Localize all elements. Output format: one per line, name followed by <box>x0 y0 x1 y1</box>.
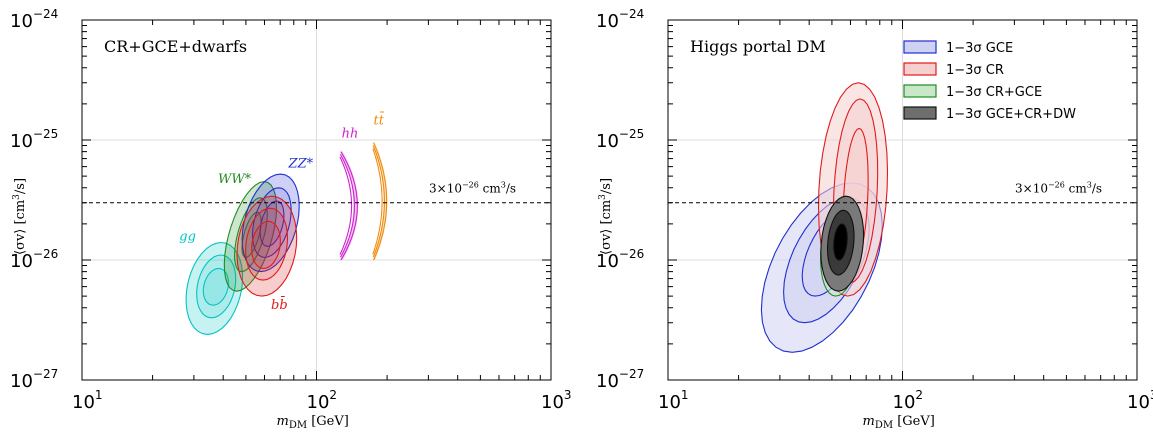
reference-line-label: 3×10−26 cm3/s <box>1015 181 1102 196</box>
x-tick-label: 103 <box>541 388 572 413</box>
contour-zz-level-1 <box>241 173 300 273</box>
x-axis-label-m: m <box>277 414 289 429</box>
channel-hh-band-line <box>339 156 353 255</box>
y-tick-exponent: −25 <box>33 127 58 141</box>
ref-label-unit: cm <box>479 182 502 196</box>
y-tick-label: 10−26 <box>596 247 644 272</box>
legend-label-3: 1−3σ CR+GCE <box>946 85 1042 100</box>
left-panel-title: CR+GCE+dwarfs <box>104 37 247 56</box>
channel-hh-band-line <box>340 151 358 261</box>
y-tick-exponent: −26 <box>33 247 58 261</box>
x-tick-base: 10 <box>72 392 95 413</box>
y-axis-label-main: ⟨σv⟩ [cm <box>13 200 28 255</box>
y-tick-label: 10−27 <box>596 367 644 392</box>
x-axis-label-unit: [GeV] <box>307 414 349 429</box>
y-tick-base: 10 <box>596 251 619 272</box>
ref-label-exp: −26 <box>462 181 479 190</box>
y-tick-label: 10−25 <box>10 127 58 152</box>
y-axis-label-main: ⟨σv⟩ [cm <box>599 200 614 255</box>
y-axis-label-tail: /s] <box>13 178 28 194</box>
x-axis-label: mDM [GeV] <box>863 414 935 431</box>
x-tick-label: 101 <box>658 388 689 413</box>
channel-label-tt: tt̄ <box>373 112 385 129</box>
x-tick-exponent: 1 <box>681 388 689 402</box>
y-axis-label-exp: 3 <box>12 194 22 200</box>
x-axis-label-m: m <box>863 414 875 429</box>
x-tick-exponent: 1 <box>95 388 103 402</box>
channel-label-hh: hh <box>342 126 359 141</box>
legend-label-1: 1−3σ GCE <box>946 41 1013 56</box>
y-axis-label: ⟨σv⟩ [cm3/s] <box>598 178 614 255</box>
legend-label-2: 1−3σ CR <box>946 63 1004 78</box>
y-tick-exponent: −27 <box>33 367 58 381</box>
channel-label-zz: ZZ* <box>288 156 314 171</box>
y-tick-exponent: −27 <box>619 367 644 381</box>
ref-label-unit-exp: 3 <box>501 181 506 190</box>
y-tick-exponent: −25 <box>619 127 644 141</box>
ref-label-unit: cm <box>1065 182 1088 196</box>
ref-label-unit-exp: 3 <box>1087 181 1092 190</box>
channel-tt-band-line <box>372 148 383 255</box>
x-tick-exponent: 3 <box>1150 388 1153 402</box>
contour-gce-cr-dw-level-3 <box>833 223 848 261</box>
y-tick-base: 10 <box>596 11 619 32</box>
y-tick-exponent: −24 <box>33 7 58 21</box>
legend-swatch-3 <box>903 84 937 98</box>
channel-label-bb: bb̄ <box>271 296 288 313</box>
y-tick-base: 10 <box>596 371 619 392</box>
x-tick-base: 10 <box>307 392 330 413</box>
x-tick-exponent: 2 <box>329 388 337 402</box>
x-tick-exponent: 2 <box>915 388 923 402</box>
ref-label-base: 3×10 <box>429 182 462 196</box>
x-tick-label: 102 <box>307 388 338 413</box>
x-tick-exponent: 3 <box>564 388 572 402</box>
x-tick-label: 101 <box>72 388 103 413</box>
x-tick-label: 103 <box>1127 388 1153 413</box>
ref-label-exp: −26 <box>1048 181 1065 190</box>
legend-swatch-2 <box>903 62 937 76</box>
legend-swatch-1 <box>903 40 937 54</box>
right-panel-title: Higgs portal DM <box>690 37 826 56</box>
y-tick-label: 10−26 <box>10 247 58 272</box>
y-tick-label: 10−25 <box>596 127 644 152</box>
ref-label-unit-tail: /s <box>1092 182 1102 196</box>
channel-hh-band-line <box>339 154 355 258</box>
x-tick-base: 10 <box>893 392 916 413</box>
y-tick-base: 10 <box>10 11 33 32</box>
y-tick-label: 10−24 <box>596 7 644 32</box>
y-axis-label: ⟨σv⟩ [cm3/s] <box>12 178 28 255</box>
ref-label-base: 3×10 <box>1015 182 1048 196</box>
x-axis-label-unit: [GeV] <box>893 414 935 429</box>
y-tick-base: 10 <box>10 131 33 152</box>
channel-label-ww: WW* <box>218 172 252 187</box>
contour-gg-level-1 <box>185 241 244 335</box>
y-axis-label-tail: /s] <box>599 178 614 194</box>
contour-zz-level-3 <box>259 200 285 247</box>
x-axis-label-sub: DM <box>289 420 307 431</box>
x-tick-base: 10 <box>541 392 564 413</box>
y-tick-label: 10−24 <box>10 7 58 32</box>
y-tick-base: 10 <box>10 371 33 392</box>
y-tick-base: 10 <box>596 131 619 152</box>
y-tick-base: 10 <box>10 251 33 272</box>
channel-label-gg: gg <box>179 230 196 245</box>
channel-tt-band-line <box>373 142 388 261</box>
x-tick-base: 10 <box>1127 392 1150 413</box>
contour-ww-level-3 <box>241 211 262 259</box>
reference-line-label: 3×10−26 cm3/s <box>429 181 516 196</box>
legend-swatch-4 <box>903 106 937 120</box>
x-tick-label: 102 <box>893 388 924 413</box>
ref-label-unit-tail: /s <box>506 182 516 196</box>
legend-label-4: 1−3σ GCE+CR+DW <box>946 107 1076 122</box>
x-axis-label: mDM [GeV] <box>277 414 349 431</box>
y-axis-label-exp: 3 <box>598 194 608 200</box>
y-tick-exponent: −26 <box>619 247 644 261</box>
x-tick-base: 10 <box>658 392 681 413</box>
contour-bb-level-3 <box>251 220 281 270</box>
y-tick-exponent: −24 <box>619 7 644 21</box>
channel-tt-band-line <box>372 145 385 258</box>
y-tick-label: 10−27 <box>10 367 58 392</box>
x-axis-label-sub: DM <box>875 420 893 431</box>
